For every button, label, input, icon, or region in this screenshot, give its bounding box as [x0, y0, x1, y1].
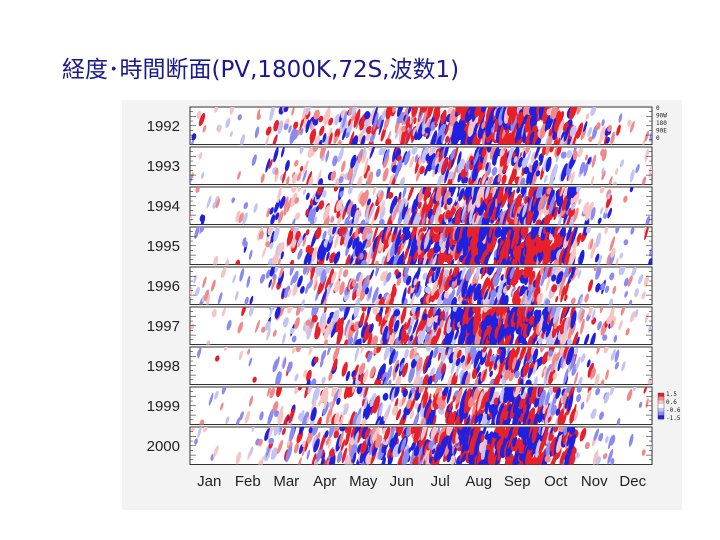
colorbar-swatch [658, 393, 664, 398]
month-label-may: May [349, 473, 378, 490]
year-label-2000: 2000 [147, 438, 180, 455]
year-label-1992: 1992 [147, 118, 180, 135]
month-label-nov: Nov [581, 473, 608, 490]
year-label-1993: 1993 [147, 158, 180, 175]
year-panel-1999 [189, 386, 653, 425]
hovmoller-chart: 1992 1993 1994 1995 1996 1997 1998 1999 2000 Jan… [147, 105, 681, 490]
month-label-dec: Dec [619, 473, 646, 490]
year-panel-1993 [189, 146, 653, 185]
colorbar-swatch [658, 400, 664, 405]
colorbar-tick-label: 0.6 [666, 399, 677, 406]
longitude-tick-label: 0 [656, 135, 660, 142]
page-title: 経度･時間断面(PV,1800K,72S,波数1) [62, 57, 460, 83]
longitude-tick-label: 0 [656, 105, 660, 112]
year-label-1996: 1996 [147, 278, 180, 295]
year-label-1998: 1998 [147, 358, 180, 375]
year-label-1995: 1995 [147, 238, 180, 255]
month-label-jun: Jun [390, 473, 414, 490]
pv-field [196, 347, 652, 385]
pv-field [190, 267, 649, 305]
month-label-mar: Mar [273, 473, 299, 490]
year-label-1999: 1999 [147, 398, 180, 415]
month-label-feb: Feb [235, 473, 261, 490]
colorbar-swatch [658, 407, 664, 412]
month-label-aug: Aug [465, 473, 492, 490]
month-label-oct: Oct [544, 473, 568, 490]
year-panel-1992 [189, 106, 653, 145]
pv-field [190, 147, 652, 185]
longitude-tick-label: 90W [656, 113, 667, 120]
colorbar-tick-label: -1.5 [666, 415, 681, 422]
year-panel-1997 [189, 306, 653, 345]
colorbar-tick-label: -0.6 [666, 407, 681, 414]
year-panel-1994 [189, 186, 653, 225]
month-label-apr: Apr [313, 473, 336, 490]
colorbar-swatch [658, 396, 664, 401]
year-panel-1995 [189, 226, 653, 265]
colorbar-frame [657, 392, 665, 420]
pv-field [190, 307, 652, 345]
longitude-tick-label: 180 [656, 120, 667, 127]
pv-field [191, 427, 652, 465]
colorbar-tick-label: 1.5 [666, 391, 677, 398]
year-panel-1998 [189, 346, 653, 385]
colorbar-swatch [658, 415, 664, 420]
month-label-sep: Sep [504, 473, 531, 490]
pv-field [190, 187, 651, 225]
year-panel-1996 [189, 266, 653, 305]
colorbar-swatch [658, 404, 664, 409]
month-label-jul: Jul [431, 473, 450, 490]
month-label-jan: Jan [197, 473, 221, 490]
pv-field [199, 387, 649, 425]
colorbar-swatch [658, 411, 664, 416]
year-panel-2000 [189, 426, 653, 465]
pv-field [191, 107, 652, 145]
longitude-tick-label: 90E [656, 128, 667, 135]
hovmoller-figure: 1992 1993 1994 1995 1996 1997 1998 1999 2000 Jan… [122, 100, 682, 510]
pv-field [194, 227, 652, 265]
year-label-1997: 1997 [147, 318, 180, 335]
year-label-1994: 1994 [147, 198, 180, 215]
